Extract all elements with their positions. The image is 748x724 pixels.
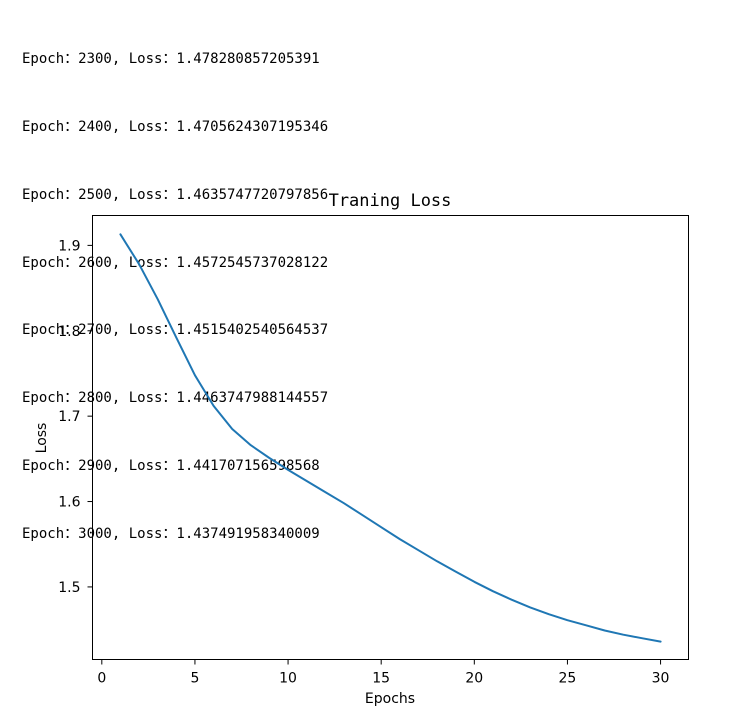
x-tick-label: 30	[652, 671, 670, 687]
log-line: Epoch：2700, Loss：1.4515402540564537	[22, 322, 329, 339]
x-tick-label: 0	[97, 671, 106, 687]
y-tick-label: 1.8	[58, 324, 80, 340]
x-axis-label: Epochs	[365, 691, 415, 707]
x-tick-label: 15	[372, 671, 390, 687]
chart-title: Traning Loss	[329, 191, 452, 211]
x-tick-label: 25	[559, 671, 577, 687]
x-axis: 0 5 10 15 20 25 30	[97, 659, 670, 687]
log-line: Epoch：2400, Loss：1.4705624307195346	[22, 118, 329, 135]
log-line: Epoch：2900, Loss：1.441707156598568	[22, 457, 320, 474]
log-line: Epoch：2300, Loss：1.478280857205391	[22, 51, 320, 68]
loss-series-line	[119, 233, 662, 643]
y-axis: 1.5 1.6 1.7 1.8 1.9	[58, 238, 93, 596]
log-line: Epoch：2800, Loss：1.4463747988144557	[22, 390, 329, 407]
log-line: Epoch：3000, Loss：1.437491958340009	[22, 525, 320, 542]
y-tick-label: 1.7	[58, 409, 80, 425]
log-line: Epoch：2500, Loss：1.4635747720797856	[22, 186, 329, 203]
x-tick-label: 5	[190, 671, 199, 687]
x-tick-label: 20	[465, 671, 483, 687]
y-axis-label: Loss	[34, 423, 50, 454]
y-tick-label: 1.9	[58, 238, 80, 254]
x-tick-label: 10	[279, 671, 297, 687]
training-log: Epoch：2300, Loss：1.478280857205391 Epoch…	[22, 3, 328, 568]
log-line: Epoch：2600, Loss：1.4572545737028122	[22, 254, 329, 271]
y-tick-label: 1.6	[58, 495, 80, 511]
plot-frame	[92, 215, 689, 660]
y-tick-label: 1.5	[58, 580, 80, 596]
